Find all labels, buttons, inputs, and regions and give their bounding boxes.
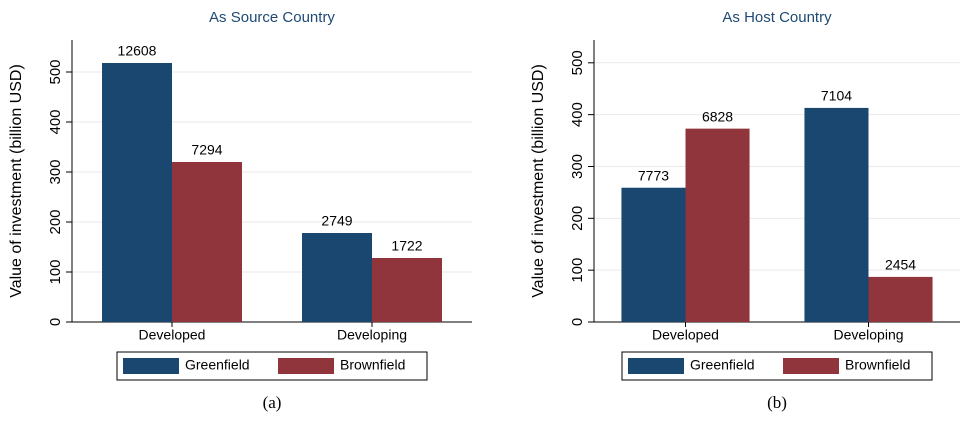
bar-count-label: 2454 bbox=[885, 257, 916, 273]
bar bbox=[372, 258, 442, 322]
chart-title: As Source Country bbox=[209, 9, 335, 26]
x-tick-label: Developed bbox=[652, 327, 719, 343]
y-tick-label: 100 bbox=[569, 258, 586, 283]
y-tick-label: 300 bbox=[47, 159, 64, 184]
bar-count-label: 6828 bbox=[702, 108, 733, 124]
y-tick-label: 500 bbox=[569, 50, 586, 75]
legend-swatch bbox=[628, 358, 684, 374]
x-tick-label: Developing bbox=[833, 327, 903, 343]
bar bbox=[302, 233, 372, 322]
y-tick-label: 0 bbox=[47, 318, 64, 326]
legend-label: Brownfield bbox=[845, 357, 910, 373]
y-tick-label: 200 bbox=[569, 206, 586, 231]
y-tick-label: 400 bbox=[569, 102, 586, 127]
y-tick-label: 0 bbox=[569, 318, 586, 326]
caption: (b) bbox=[767, 393, 787, 412]
legend-swatch bbox=[783, 358, 839, 374]
legend-label: Greenfield bbox=[185, 357, 250, 373]
bar-count-label: 1722 bbox=[391, 238, 422, 254]
y-tick-label: 300 bbox=[569, 154, 586, 179]
bar bbox=[804, 107, 869, 323]
bar bbox=[102, 63, 172, 322]
bar bbox=[621, 187, 686, 322]
y-tick-label: 400 bbox=[47, 109, 64, 134]
x-tick-label: Developing bbox=[337, 327, 407, 343]
bar-count-label: 2749 bbox=[321, 213, 352, 229]
bar-count-label: 7773 bbox=[638, 167, 669, 183]
caption: (a) bbox=[263, 393, 282, 412]
y-axis-label: Value of investment (billion USD) bbox=[8, 64, 25, 298]
bar bbox=[868, 276, 933, 322]
y-axis-label: Value of investment (billion USD) bbox=[530, 64, 547, 298]
bar-count-label: 7294 bbox=[191, 142, 222, 158]
bar-count-label: 7104 bbox=[821, 88, 852, 104]
x-tick-label: Developed bbox=[139, 327, 206, 343]
bar bbox=[685, 128, 750, 322]
legend-swatch bbox=[278, 358, 334, 374]
y-tick-label: 500 bbox=[47, 59, 64, 84]
bar-count-label: 12608 bbox=[118, 43, 157, 59]
y-tick-label: 200 bbox=[47, 209, 64, 234]
y-tick-label: 100 bbox=[47, 259, 64, 284]
legend-label: Greenfield bbox=[690, 357, 755, 373]
legend-swatch bbox=[123, 358, 179, 374]
chart-title: As Host Country bbox=[722, 9, 832, 26]
bar bbox=[172, 162, 242, 322]
legend-label: Brownfield bbox=[340, 357, 405, 373]
